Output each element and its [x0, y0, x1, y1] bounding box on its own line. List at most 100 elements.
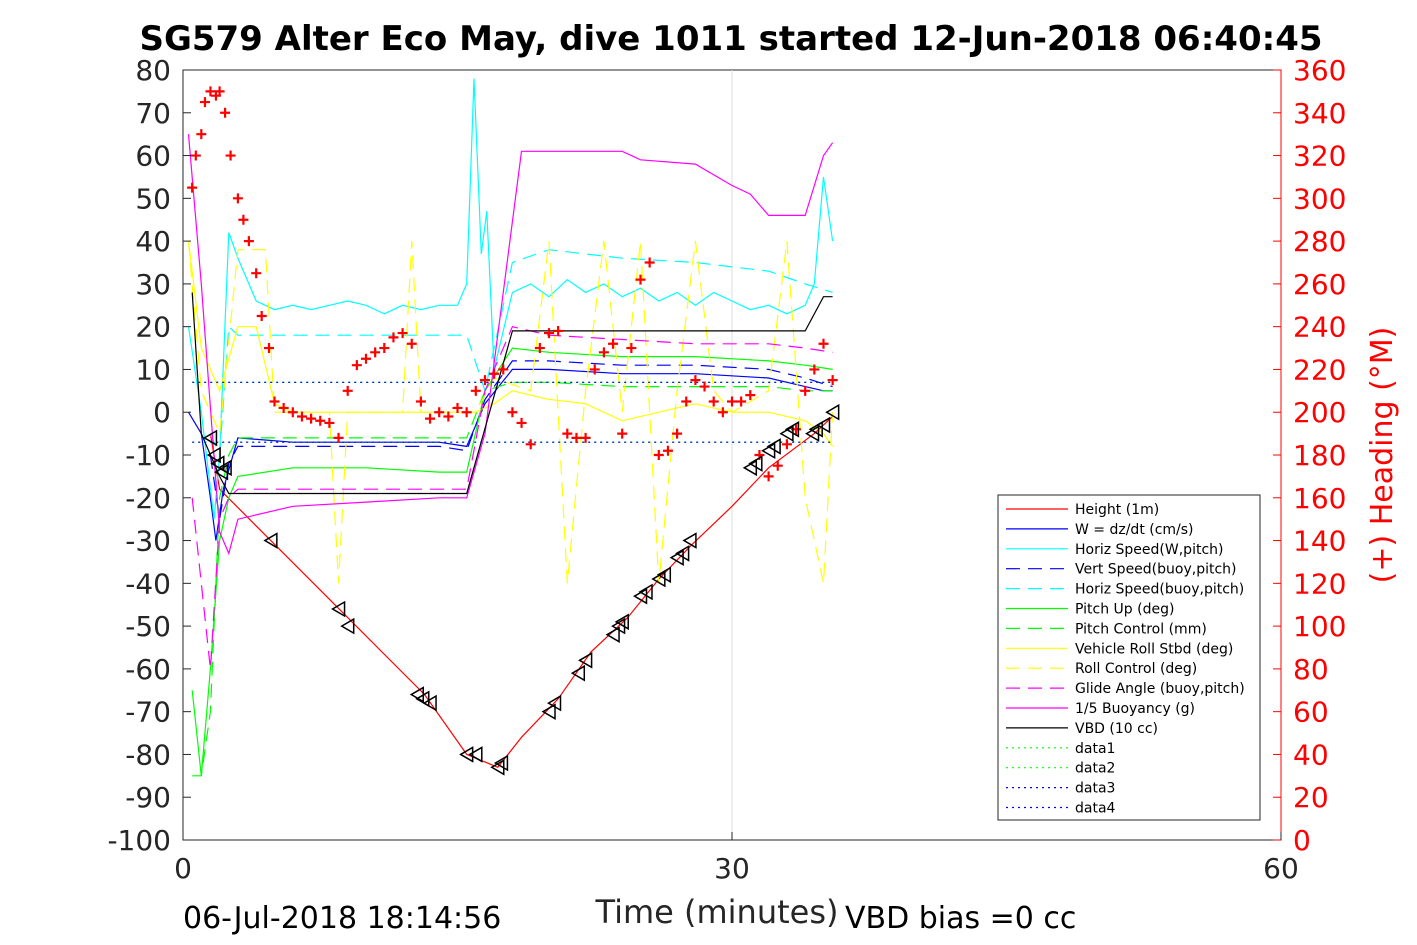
- heading-point: [489, 368, 500, 379]
- dive-marker: [202, 429, 218, 447]
- heading-point: [498, 364, 509, 375]
- heading-point: [736, 396, 747, 407]
- footer-vbd-bias: VBD bias =0 cc: [845, 901, 1076, 936]
- dive-marker: [340, 617, 355, 635]
- heading-point: [214, 86, 225, 97]
- heading-point: [251, 268, 262, 279]
- legend-label: Pitch Up (deg): [1075, 602, 1174, 618]
- dive-marker: [816, 416, 831, 434]
- heading-point: [809, 364, 820, 375]
- heading-point: [681, 396, 692, 407]
- x-tick-label: 60: [1263, 852, 1299, 885]
- x-tick-label: 0: [174, 852, 192, 885]
- x-axis: 0 30 60: [174, 832, 1299, 885]
- dive-marker: [210, 455, 225, 472]
- heading-point: [598, 347, 609, 358]
- heading-point: [717, 407, 728, 418]
- legend-label: Roll Control (deg): [1075, 661, 1197, 677]
- heading-point: [256, 310, 267, 321]
- heading-point: [708, 396, 719, 407]
- heading-point: [534, 343, 545, 354]
- y-axis-right-label: (+) Heading (°M): [1365, 327, 1400, 584]
- dive-marker: [808, 421, 823, 438]
- series-line-0: [209, 416, 834, 769]
- series-line-10: [187, 134, 834, 556]
- heading-point: [662, 445, 673, 456]
- heading-point: [434, 407, 445, 418]
- heading-point: [699, 381, 710, 392]
- dive-marker: [638, 583, 653, 601]
- y-tick-label-left: -40: [125, 567, 171, 600]
- x-tick-label: 30: [714, 852, 750, 885]
- y-tick-label-right: 40: [1293, 738, 1329, 771]
- heading-point: [818, 338, 829, 349]
- y-tick-label-left: 80: [135, 54, 171, 87]
- heading-point: [238, 214, 249, 225]
- heading-point: [351, 360, 362, 371]
- y-tick-label-left: 10: [135, 353, 171, 386]
- heading-point: [296, 411, 307, 422]
- y-tick-label-right: 100: [1293, 610, 1346, 643]
- y-tick-label-right: 220: [1293, 353, 1346, 386]
- y-tick-label-right: 320: [1293, 140, 1346, 173]
- y-tick-label-right: 20: [1293, 781, 1329, 814]
- y-tick-label-left: 50: [135, 182, 171, 215]
- dive-marker: [217, 459, 232, 477]
- heading-point: [571, 432, 582, 443]
- heading-point: [544, 328, 554, 339]
- heading-point: [415, 396, 426, 407]
- legend-label: Vert Speed(buoy,pitch): [1075, 562, 1237, 578]
- dive-marker: [493, 754, 509, 772]
- heading-point: [199, 97, 210, 108]
- y-tick-label-left: 0: [153, 396, 171, 429]
- heading-point: [800, 385, 811, 396]
- heading-point: [269, 396, 280, 407]
- x-axis-label: Time (minutes): [595, 893, 839, 931]
- y-tick-label-right: 60: [1293, 696, 1329, 729]
- heading-point: [370, 347, 381, 358]
- heading-point: [635, 274, 646, 285]
- heading-point: [196, 129, 207, 140]
- legend-label: Height (1m): [1075, 502, 1159, 518]
- heading-point: [672, 428, 683, 439]
- dive-marker: [468, 746, 483, 763]
- dive-marker: [459, 746, 474, 763]
- series-line-6: [192, 381, 833, 777]
- heading-point: [690, 375, 701, 386]
- y-axis-left: 80 70 60 50 40 30 20 10 0 -10 -20 -30 -40 -50 -60 -70 -8…: [107, 54, 191, 857]
- y-tick-label-left: -30: [125, 525, 171, 558]
- heading-point: [306, 413, 317, 424]
- dive-marker: [570, 664, 586, 682]
- heading-point: [781, 439, 792, 450]
- y-tick-label-right: 340: [1293, 97, 1346, 130]
- dive-marker: [605, 626, 620, 643]
- dive-marker: [784, 421, 800, 438]
- dive-marker: [263, 532, 278, 549]
- series-line-11: [191, 292, 833, 495]
- series-line-1: [187, 368, 833, 541]
- heading-point: [562, 428, 573, 439]
- y-tick-label-left: 30: [135, 268, 171, 301]
- heading-point: [287, 407, 298, 418]
- y-tick-label-left: -70: [125, 696, 171, 729]
- chart-title: SG579 Alter Eco May, dive 1011 started 1…: [139, 19, 1322, 59]
- heading-point: [727, 396, 737, 407]
- heading-point: [617, 428, 628, 439]
- y-tick-label-left: -20: [125, 482, 171, 515]
- heading-point: [264, 343, 275, 354]
- legend-label: data1: [1075, 741, 1115, 757]
- y-tick-label-left: -100: [107, 824, 171, 857]
- dive-marker: [331, 600, 346, 618]
- heading-point: [443, 411, 454, 422]
- dive-marker: [766, 438, 781, 455]
- heading-point: [315, 415, 326, 426]
- heading-point: [589, 364, 600, 375]
- marker-layer: [202, 403, 840, 776]
- heading-point: [397, 328, 408, 339]
- heading-point: [461, 407, 472, 418]
- heading-point: [361, 353, 371, 364]
- heading-point: [406, 338, 417, 349]
- y-tick-label-right: 200: [1293, 396, 1346, 429]
- heading-point: [342, 385, 353, 396]
- series-line-3: [209, 360, 833, 520]
